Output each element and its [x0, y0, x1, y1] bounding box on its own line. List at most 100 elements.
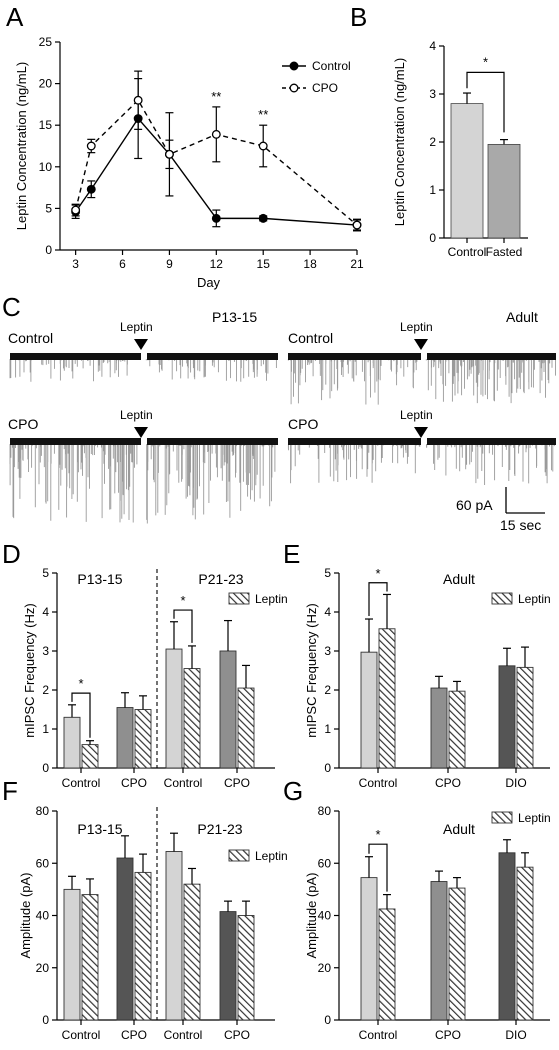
bar-leptin-dio [516, 666, 534, 769]
x-tick-label: CPO [435, 1028, 461, 1042]
data-point-control [258, 213, 268, 223]
y-axis-label: Amplitude (pA) [18, 873, 33, 959]
x-tick-label: DIO [505, 776, 526, 790]
trace-control-p13-15-baseline [10, 353, 141, 360]
significance-bracket [71, 692, 91, 738]
y-tick-label: 0 [42, 1013, 49, 1027]
panel-letter-a: A [6, 2, 24, 32]
trace-control-adult-baseline [288, 353, 421, 360]
leptin-marker-label: Leptin [120, 408, 153, 422]
y-tick-label: 5 [324, 566, 331, 580]
x-tick-label: Control [448, 245, 487, 259]
x-tick-label: CPO [435, 776, 461, 790]
chart-f-amplitude-development: 0 20 40 60 80 Amplitude (pA) Control CPO Control… [18, 804, 288, 1042]
legend-marker [289, 83, 299, 93]
significance-marker: * [180, 593, 185, 608]
legend-marker [289, 61, 299, 71]
bar-baseline-dio [498, 665, 516, 769]
significance-bracket [368, 843, 388, 892]
trace-cpo-p13-15-baseline [147, 438, 278, 445]
x-tick-label: 3 [72, 257, 79, 271]
trace-control-p13-15-events [9, 359, 277, 382]
panel-letter-e: E [283, 539, 300, 569]
y-tick-label: 5 [42, 566, 49, 580]
leptin-arrow-icon [134, 427, 148, 438]
significance-marker: * [375, 566, 380, 581]
chart-e-mipsc-frequency-adult: 0 1 2 3 4 5 mIPSC Frequency (Hz) Control * CPO DIO… [304, 566, 551, 790]
legend-label: Leptin [255, 592, 288, 606]
data-point-control [211, 213, 221, 223]
legend-swatch [228, 849, 250, 862]
x-tick-label: DIO [505, 1028, 526, 1042]
chart-title: Adult [443, 571, 475, 587]
bar-leptin-cpo [237, 915, 255, 1021]
legend-swatch [228, 592, 250, 605]
data-point-cpo [133, 95, 143, 105]
data-point-cpo [71, 205, 81, 215]
y-tick-label: 2 [324, 683, 331, 697]
y-tick-label: 0 [42, 761, 49, 775]
trace-cpo-p13-15-baseline [10, 438, 141, 445]
y-tick-label: 0 [324, 1013, 331, 1027]
bar-baseline-control [165, 648, 183, 769]
leptin-marker-label: Leptin [400, 320, 433, 334]
significance-marker: * [483, 54, 488, 69]
group-title: P21-23 [197, 821, 242, 837]
bar-leptin-dio [516, 866, 534, 1021]
bar-leptin-control [81, 744, 99, 769]
significance-bracket [173, 609, 193, 643]
legend-label: CPO [312, 81, 338, 95]
trace-group-title-right: Adult [506, 309, 538, 325]
data-point-control [86, 184, 96, 194]
y-axis-label: Leptin Concentration (ng/mL) [392, 58, 407, 226]
scale-time-label: 15 sec [500, 517, 541, 533]
y-tick-label: 4 [324, 605, 331, 619]
bar-baseline-dio [498, 852, 516, 1021]
bar-baseline-cpo [219, 911, 237, 1021]
y-tick-label: 20 [36, 961, 50, 975]
x-tick-label: Control [62, 1028, 101, 1042]
bar-baseline-control [63, 716, 81, 769]
y-tick-label: 60 [36, 856, 50, 870]
y-tick-label: 0 [429, 231, 436, 245]
y-tick-label: 40 [36, 909, 50, 923]
panel-letter-f: F [2, 776, 18, 806]
x-tick-label: CPO [121, 776, 147, 790]
chart-g-amplitude-adult: 0 20 40 60 80 Amplitude (pA) Control * CPO DIO Adu… [304, 804, 551, 1042]
trace-lines [9, 353, 556, 524]
bar-baseline-control [360, 651, 378, 769]
trace-cpo-adult-baseline [427, 438, 556, 445]
x-tick-label: Control [164, 1028, 203, 1042]
significance-bracket [466, 71, 505, 133]
legend-label: Leptin [255, 849, 288, 863]
bar-control [450, 103, 484, 239]
y-tick-label: 3 [42, 644, 49, 658]
group-title: P13-15 [77, 821, 122, 837]
bar-leptin-cpo [237, 687, 255, 769]
x-tick-label: CPO [224, 776, 250, 790]
bar-baseline-cpo [219, 650, 237, 769]
significance-marker: ** [258, 107, 268, 122]
group-title: P13-15 [77, 571, 122, 587]
panel-letter-d: D [2, 539, 21, 569]
x-tick-label: CPO [224, 1028, 250, 1042]
y-tick-label: 0 [45, 243, 52, 257]
bar-leptin-control [378, 628, 396, 769]
panel-letter-g: G [283, 776, 303, 806]
trace-cpo-p13-15-events [9, 444, 276, 524]
data-point-cpo [164, 149, 174, 159]
trace-group-title-left: P13-15 [212, 309, 257, 325]
y-axis-label: Leptin Concentration (ng/mL) [14, 62, 29, 230]
bar-baseline-cpo [430, 687, 448, 769]
significance-bracket [368, 582, 388, 617]
y-tick-label: 60 [318, 856, 332, 870]
x-axis-label: Day [197, 275, 221, 290]
legend-label: Leptin [518, 811, 551, 825]
y-tick-label: 25 [39, 35, 53, 49]
chart-b-fasting-leptin: 0 1 2 3 4 Leptin Concentration (ng/mL) Control… [392, 39, 528, 259]
bar-baseline-control [360, 877, 378, 1021]
y-tick-label: 1 [42, 722, 49, 736]
bar-baseline-control [63, 888, 81, 1021]
bar-baseline-cpo [116, 707, 134, 769]
y-tick-label: 5 [45, 201, 52, 215]
